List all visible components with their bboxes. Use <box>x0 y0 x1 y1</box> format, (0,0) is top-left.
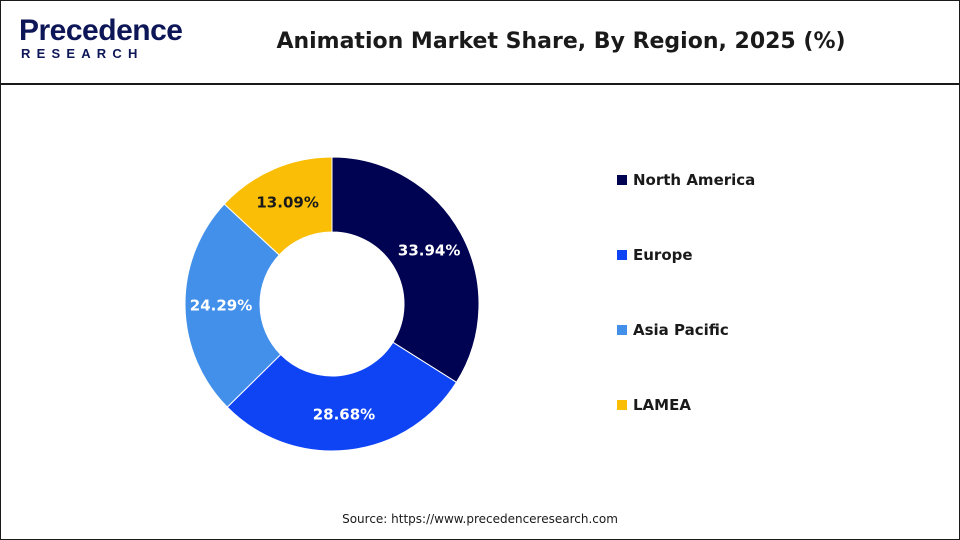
legend-item-europe: Europe <box>617 244 693 266</box>
source-note: Source: https://www.precedenceresearch.c… <box>342 512 618 526</box>
logo-subtitle: RESEARCH <box>21 46 144 61</box>
legend-label: Europe <box>633 246 693 264</box>
legend-item-asia-pacific: Asia Pacific <box>617 319 729 341</box>
legend-label: LAMEA <box>633 396 691 414</box>
legend-swatch <box>617 400 627 410</box>
slice-north-america <box>331 156 480 383</box>
slice-asia-pacific <box>184 203 282 408</box>
legend-item-north-america: North America <box>617 169 755 191</box>
brand-logo: Precedence RESEARCH <box>19 15 183 67</box>
header: Precedence RESEARCH Animation Market Sha… <box>1 1 959 85</box>
slice-lamea <box>223 156 333 256</box>
chart-title: Animation Market Share, By Region, 2025 … <box>276 29 846 54</box>
legend-swatch <box>617 250 627 260</box>
legend-swatch <box>617 325 627 335</box>
data-label-north-america: 33.94% <box>398 241 460 259</box>
legend-item-lamea: LAMEA <box>617 394 691 416</box>
donut-chart: 33.94% 28.68% 24.29% 13.09% <box>184 156 480 452</box>
slice-europe <box>226 341 458 452</box>
data-label-asia-pacific: 24.29% <box>190 297 252 315</box>
data-label-lamea: 13.09% <box>256 193 318 211</box>
legend-label: North America <box>633 171 756 189</box>
legend-swatch <box>617 175 627 185</box>
logo-wordmark: Precedence <box>19 14 183 47</box>
legend-label: Asia Pacific <box>633 321 729 339</box>
data-label-europe: 28.68% <box>313 405 375 423</box>
